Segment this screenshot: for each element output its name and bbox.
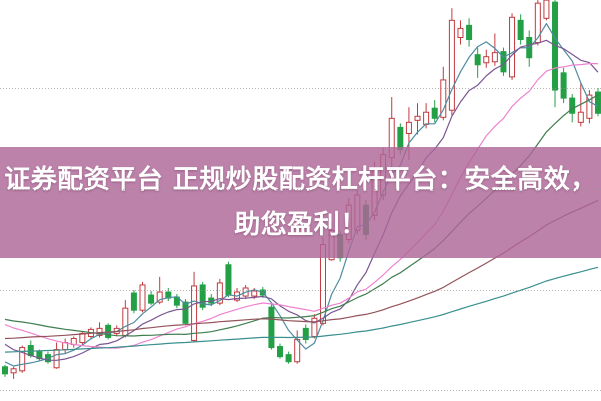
promo-banner-line2: 助您盈利！	[234, 209, 367, 240]
promo-banner-line1: 证券配资平台 正规炒股配资杠杆平台：安全高效，	[4, 164, 597, 195]
promo-banner[interactable]: 证券配资平台 正规炒股配资杠杆平台：安全高效， 助您盈利！	[0, 147, 601, 258]
